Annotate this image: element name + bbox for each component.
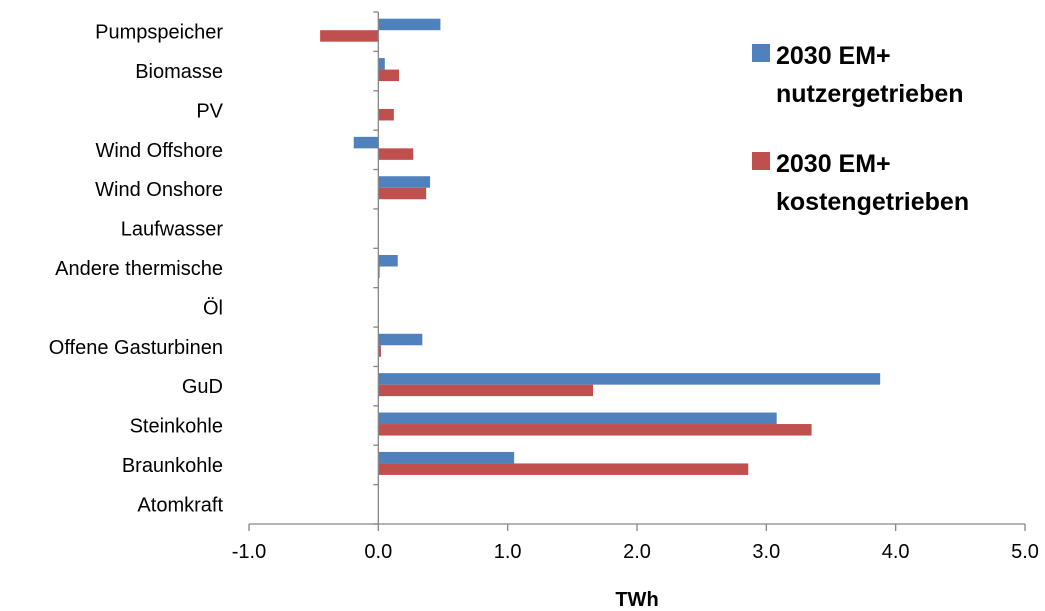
category-label: Wind Onshore	[95, 179, 223, 201]
category-label: Atomkraft	[137, 494, 223, 516]
bar-nutzergetrieben-10	[378, 413, 776, 425]
bar-kostengetrieben-11	[378, 463, 748, 475]
bar-nutzergetrieben-1	[378, 58, 384, 69]
bar-kostengetrieben-10	[378, 424, 811, 436]
bar-kostengetrieben-9	[378, 385, 593, 397]
bar-nutzergetrieben-11	[378, 452, 514, 464]
category-label: Steinkohle	[130, 416, 223, 438]
category-label: GuD	[182, 376, 223, 398]
category-label: Offene Gasturbinen	[49, 337, 223, 359]
legend-swatch	[752, 44, 770, 62]
legend-label: 2030 EM+	[776, 150, 891, 178]
legend-label: 2030 EM+	[776, 42, 891, 70]
bar-nutzergetrieben-9	[378, 373, 880, 385]
bar-nutzergetrieben-6	[378, 255, 397, 267]
category-labels: Pumpspeicher Biomasse PV Wind Offshore Wind …	[49, 22, 224, 517]
legend-label: nutzergetrieben	[776, 80, 964, 108]
x-tick-labels: -1.0 0.0 1.0 2.0 3.0 4.0 5.0	[232, 541, 1039, 563]
legend-swatch	[752, 152, 770, 170]
bar-kostengetrieben-3	[378, 148, 413, 160]
x-tick-label: 2.0	[623, 541, 651, 563]
x-tick-label: 5.0	[1011, 541, 1039, 563]
bar-nutzergetrieben-3	[354, 137, 379, 149]
bar-nutzergetrieben-8	[378, 334, 422, 346]
x-tick-label: 3.0	[752, 541, 780, 563]
bar-kostengetrieben-1	[378, 70, 399, 82]
legend: 2030 EM+ nutzergetrieben 2030 EM+ kostenget…	[752, 42, 969, 216]
bar-kostengetrieben-2	[378, 109, 394, 121]
x-tick-label: 0.0	[364, 541, 392, 563]
category-label: Öl	[203, 297, 223, 319]
x-tick-label: 1.0	[494, 541, 522, 563]
x-axis-title: TWh	[615, 589, 658, 611]
legend-label: kostengetrieben	[776, 188, 969, 216]
bar-nutzergetrieben-0	[378, 19, 440, 31]
category-label: Braunkohle	[122, 455, 223, 477]
category-label: Biomasse	[135, 61, 223, 83]
category-label: Wind Offshore	[96, 140, 223, 162]
category-label: Andere thermische	[55, 258, 223, 280]
category-label: Pumpspeicher	[95, 22, 223, 44]
bar-kostengetrieben-4	[378, 188, 426, 200]
x-tick-label: -1.0	[232, 541, 266, 563]
bar-nutzergetrieben-4	[378, 176, 430, 188]
category-label: Laufwasser	[121, 219, 224, 241]
x-tick-label: 4.0	[882, 541, 910, 563]
category-label: PV	[196, 100, 223, 122]
bar-kostengetrieben-0	[320, 30, 378, 41]
